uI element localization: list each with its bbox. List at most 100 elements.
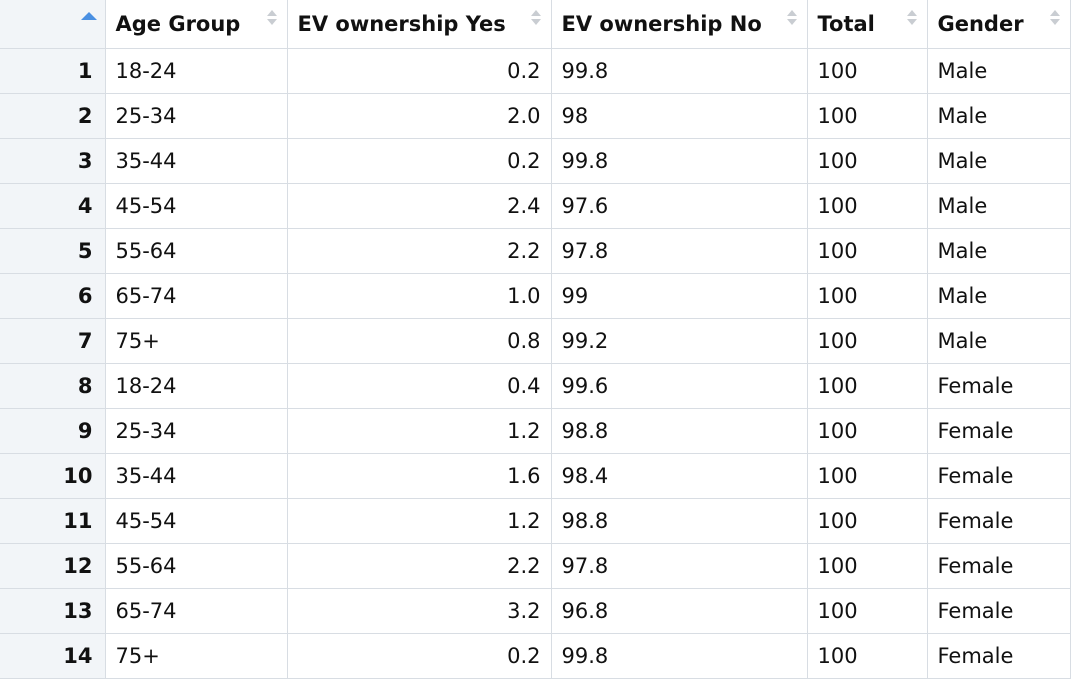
total-cell: 100	[807, 318, 928, 364]
ev-ownership-no-cell: 97.6	[551, 183, 808, 229]
total-cell: 100	[807, 93, 928, 139]
column-header-label: Age Group	[115, 11, 241, 36]
ev-ownership-yes-cell: 0.4	[287, 363, 552, 409]
ev-ownership-yes-cell: 2.0	[287, 93, 552, 139]
ev-ownership-yes-cell: 1.0	[287, 273, 552, 319]
ev-ownership-yes-cell: 2.2	[287, 228, 552, 274]
sort-both-icon[interactable]	[1049, 10, 1060, 26]
age-group-cell: 18-24	[105, 48, 288, 94]
row-index-cell: 8	[0, 363, 106, 409]
ev-ownership-yes-cell: 0.8	[287, 318, 552, 364]
total-cell: 100	[807, 48, 928, 94]
sort-asc-icon[interactable]	[80, 12, 97, 20]
gender-cell: Male	[927, 318, 1071, 364]
age-group-cell: 25-34	[105, 93, 288, 139]
gender-cell: Male	[927, 228, 1071, 274]
ev-ownership-yes-cell: 2.2	[287, 543, 552, 589]
gender-cell: Male	[927, 48, 1071, 94]
row-index-cell: 3	[0, 138, 106, 184]
row-index-cell: 13	[0, 588, 106, 634]
total-cell: 100	[807, 588, 928, 634]
ev-ownership-no-cell: 98.4	[551, 453, 808, 499]
age-group-cell: 45-54	[105, 498, 288, 544]
gender-cell: Female	[927, 453, 1071, 499]
ev-ownership-no-cell: 99.8	[551, 138, 808, 184]
sort-both-icon[interactable]	[906, 10, 917, 26]
gender-cell: Male	[927, 183, 1071, 229]
table-row: 9 25-34 1.2 98.8 100 Female	[0, 408, 1071, 454]
column-header-label: Gender	[937, 11, 1024, 36]
total-cell: 100	[807, 228, 928, 274]
gender-cell: Female	[927, 498, 1071, 544]
sort-both-icon[interactable]	[266, 10, 277, 26]
table-row: 10 35-44 1.6 98.4 100 Female	[0, 453, 1071, 499]
column-header-total[interactable]: Total	[807, 0, 928, 49]
column-header-label: EV ownership Yes	[297, 11, 506, 36]
column-header-ev-ownership-no[interactable]: EV ownership No	[551, 0, 808, 49]
ev-ownership-no-cell: 99.2	[551, 318, 808, 364]
total-cell: 100	[807, 273, 928, 319]
column-header-index[interactable]	[0, 0, 106, 49]
gender-cell: Female	[927, 588, 1071, 634]
table-row: 7 75+ 0.8 99.2 100 Male	[0, 318, 1071, 364]
age-group-cell: 55-64	[105, 228, 288, 274]
ev-ownership-yes-cell: 1.2	[287, 408, 552, 454]
column-header-label: EV ownership No	[561, 11, 762, 36]
table-row: 1 18-24 0.2 99.8 100 Male	[0, 48, 1071, 94]
column-header-gender[interactable]: Gender	[927, 0, 1071, 49]
row-index-cell: 11	[0, 498, 106, 544]
column-header-label: Total	[817, 11, 875, 36]
table-row: 12 55-64 2.2 97.8 100 Female	[0, 543, 1071, 589]
ev-ownership-no-cell: 99.6	[551, 363, 808, 409]
header-row: Age Group EV ownership Yes EV ownership …	[0, 0, 1071, 49]
table-row: 4 45-54 2.4 97.6 100 Male	[0, 183, 1071, 229]
sort-both-icon[interactable]	[786, 10, 797, 26]
ev-ownership-yes-cell: 0.2	[287, 48, 552, 94]
table-row: 13 65-74 3.2 96.8 100 Female	[0, 588, 1071, 634]
ev-ownership-no-cell: 98.8	[551, 408, 808, 454]
age-group-cell: 35-44	[105, 453, 288, 499]
age-group-cell: 25-34	[105, 408, 288, 454]
ev-ownership-no-cell: 97.8	[551, 228, 808, 274]
ev-ownership-yes-cell: 0.2	[287, 138, 552, 184]
table-header: Age Group EV ownership Yes EV ownership …	[0, 0, 1071, 49]
ev-ownership-no-cell: 99.8	[551, 48, 808, 94]
sort-both-icon[interactable]	[530, 10, 541, 26]
column-header-ev-ownership-yes[interactable]: EV ownership Yes	[287, 0, 552, 49]
age-group-cell: 45-54	[105, 183, 288, 229]
gender-cell: Female	[927, 408, 1071, 454]
age-group-cell: 65-74	[105, 588, 288, 634]
age-group-cell: 18-24	[105, 363, 288, 409]
row-index-cell: 6	[0, 273, 106, 319]
total-cell: 100	[807, 183, 928, 229]
total-cell: 100	[807, 408, 928, 454]
row-index-cell: 5	[0, 228, 106, 274]
row-index-cell: 9	[0, 408, 106, 454]
gender-cell: Male	[927, 273, 1071, 319]
row-index-cell: 14	[0, 633, 106, 679]
data-table: Age Group EV ownership Yes EV ownership …	[0, 0, 1071, 679]
ev-ownership-no-cell: 99.8	[551, 633, 808, 679]
column-header-age-group[interactable]: Age Group	[105, 0, 288, 49]
ev-ownership-yes-cell: 0.2	[287, 633, 552, 679]
row-index-cell: 4	[0, 183, 106, 229]
ev-ownership-no-cell: 98	[551, 93, 808, 139]
gender-cell: Male	[927, 93, 1071, 139]
age-group-cell: 65-74	[105, 273, 288, 319]
total-cell: 100	[807, 633, 928, 679]
table-row: 14 75+ 0.2 99.8 100 Female	[0, 633, 1071, 679]
row-index-cell: 10	[0, 453, 106, 499]
total-cell: 100	[807, 498, 928, 544]
table-row: 3 35-44 0.2 99.8 100 Male	[0, 138, 1071, 184]
gender-cell: Male	[927, 138, 1071, 184]
table-row: 11 45-54 1.2 98.8 100 Female	[0, 498, 1071, 544]
gender-cell: Female	[927, 633, 1071, 679]
table-row: 6 65-74 1.0 99 100 Male	[0, 273, 1071, 319]
gender-cell: Female	[927, 543, 1071, 589]
ev-ownership-no-cell: 99	[551, 273, 808, 319]
gender-cell: Female	[927, 363, 1071, 409]
ev-ownership-yes-cell: 2.4	[287, 183, 552, 229]
age-group-cell: 55-64	[105, 543, 288, 589]
table-body: 1 18-24 0.2 99.8 100 Male 2 25-34 2.0 98 100 Male 3 3…	[0, 48, 1071, 679]
table-row: 2 25-34 2.0 98 100 Male	[0, 93, 1071, 139]
